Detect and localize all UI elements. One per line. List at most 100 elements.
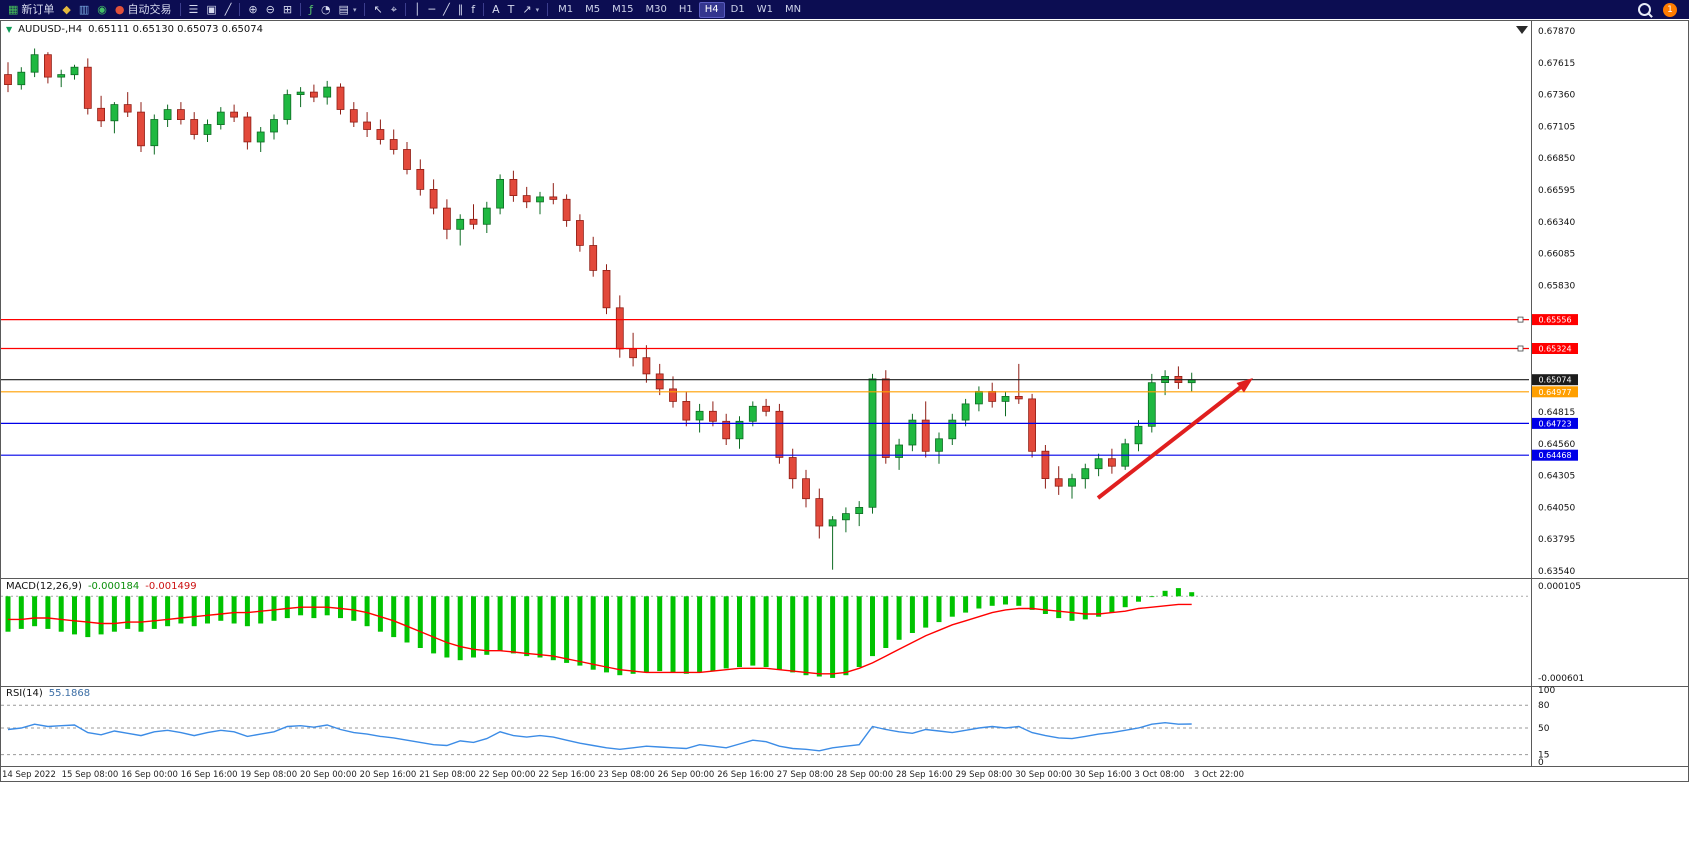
price-axis-label: 0.67360 bbox=[1538, 91, 1575, 101]
timeframe-w1-button[interactable]: W1 bbox=[751, 2, 779, 18]
candle-body bbox=[815, 498, 824, 527]
indicators-button[interactable]: ƒ bbox=[305, 1, 317, 18]
macd-bar bbox=[324, 596, 330, 616]
zoom-out-button[interactable]: ⊖ bbox=[262, 1, 279, 18]
macd-bar bbox=[976, 596, 982, 609]
macd-bar bbox=[258, 596, 264, 624]
macd-bar bbox=[178, 596, 184, 624]
time-axis-label: 20 Sep 16:00 bbox=[360, 770, 417, 780]
timeframe-h1-label: H1 bbox=[678, 3, 693, 15]
text-label-button[interactable]: T bbox=[504, 1, 519, 18]
macd-bar bbox=[710, 596, 716, 672]
timeframe-m15-button[interactable]: M15 bbox=[606, 2, 639, 18]
candlestick-chart-button[interactable]: ▣ bbox=[202, 1, 220, 18]
crosshair-button[interactable]: ⌖ bbox=[387, 1, 401, 18]
candle-body bbox=[881, 378, 890, 458]
macd-bar bbox=[657, 596, 663, 672]
candle-body bbox=[482, 207, 491, 225]
time-axis-label: 14 Sep 2022 bbox=[2, 770, 56, 780]
macd-bar bbox=[763, 596, 769, 667]
time-axis-label: 3 Oct 22:00 bbox=[1194, 770, 1244, 780]
candle-body bbox=[775, 410, 784, 458]
cursor-button[interactable]: ↖ bbox=[369, 1, 386, 18]
rsi-line bbox=[7, 721, 1192, 752]
channel-icon: ∥ bbox=[457, 3, 464, 16]
macd-bar bbox=[497, 596, 503, 651]
zoom-in-button[interactable]: ⊕ bbox=[244, 1, 261, 18]
channel-button[interactable]: ∥ bbox=[454, 1, 468, 18]
candle-body bbox=[1054, 478, 1063, 487]
macd-bar bbox=[510, 596, 516, 654]
candle-body bbox=[270, 119, 278, 133]
auto-trading-button[interactable]: ● 自动交易 bbox=[111, 1, 176, 18]
candle-body bbox=[349, 109, 358, 123]
candle-body bbox=[336, 86, 345, 110]
timeframe-h4-button[interactable]: H4 bbox=[698, 1, 725, 18]
macd-bar bbox=[1175, 588, 1181, 597]
timeframe-m1-button[interactable]: M1 bbox=[552, 2, 579, 18]
macd-bar bbox=[404, 596, 410, 643]
level-handle[interactable] bbox=[1517, 345, 1524, 352]
data-window-button[interactable]: ▥ bbox=[75, 1, 93, 18]
timeframe-d1-button[interactable]: D1 bbox=[725, 2, 751, 18]
time-axis-label: 21 Sep 08:00 bbox=[419, 770, 476, 780]
horizontal-line-button[interactable]: ─ bbox=[425, 1, 440, 18]
candle-body bbox=[4, 74, 12, 85]
search-icon[interactable] bbox=[1638, 3, 1651, 16]
signals-icon: ◉ bbox=[97, 3, 107, 16]
price-axis-label: 0.66085 bbox=[1538, 250, 1575, 260]
candle-body bbox=[243, 116, 252, 143]
vertical-line-button[interactable]: │ bbox=[410, 1, 425, 18]
text-button[interactable]: A bbox=[488, 1, 504, 18]
candle-body bbox=[536, 196, 544, 203]
auto-trading-icon: ● bbox=[114, 3, 125, 16]
arrows-icon: ↗ bbox=[522, 3, 532, 16]
macd-bar bbox=[377, 596, 383, 632]
candle-body bbox=[589, 245, 598, 271]
trendline-button[interactable]: ╱ bbox=[439, 1, 454, 18]
macd-bar bbox=[231, 596, 237, 624]
line-chart-button[interactable]: ╱ bbox=[221, 1, 236, 18]
macd-label: MACD(12,26,9) -0.000184 -0.001499 bbox=[6, 581, 197, 592]
notification-badge[interactable]: 1 bbox=[1663, 2, 1677, 17]
rsi-axis-label: 50 bbox=[1538, 724, 1550, 734]
trend-arrow[interactable] bbox=[1096, 384, 1244, 500]
caret-icon: ▾ bbox=[352, 5, 357, 14]
bar-chart-button[interactable]: ☰ bbox=[185, 1, 203, 18]
signals-button[interactable]: ◉ bbox=[93, 1, 111, 18]
rsi-value: 55.1868 bbox=[48, 688, 91, 699]
candle-body bbox=[376, 129, 385, 140]
macd-bar bbox=[564, 596, 570, 663]
candle-body bbox=[802, 478, 810, 500]
candle-body bbox=[256, 131, 265, 143]
price-axis-label: 0.67105 bbox=[1538, 122, 1575, 132]
macd-value: -0.000184 bbox=[87, 581, 140, 592]
arrows-button[interactable]: ↗ ▾ bbox=[518, 1, 543, 18]
toolbar-separator bbox=[179, 3, 181, 16]
candle-body bbox=[163, 109, 172, 120]
candle-body bbox=[150, 119, 159, 147]
market-watch-button[interactable]: ◆ bbox=[58, 1, 74, 18]
trend-arrow-head[interactable] bbox=[1236, 378, 1254, 393]
periods-button[interactable]: ◔ bbox=[317, 1, 335, 18]
timeframe-h1-button[interactable]: H1 bbox=[673, 2, 699, 18]
new-order-button[interactable]: ▦ 新订单 bbox=[4, 1, 58, 18]
time-axis-label: 30 Sep 16:00 bbox=[1075, 770, 1132, 780]
macd-bar bbox=[1189, 592, 1195, 597]
fibonacci-button[interactable]: f bbox=[467, 1, 479, 18]
candle-body bbox=[176, 109, 185, 120]
timeframe-m30-button[interactable]: M30 bbox=[640, 2, 673, 18]
templates-button[interactable]: ▤ ▾ bbox=[335, 1, 361, 18]
time-axis-label: 23 Sep 08:00 bbox=[598, 770, 655, 780]
candle-body bbox=[828, 519, 837, 527]
tile-windows-button[interactable]: ⊞ bbox=[279, 1, 296, 18]
candle-body bbox=[735, 420, 744, 440]
templates-icon: ▤ bbox=[338, 3, 349, 16]
level-handle[interactable] bbox=[1517, 316, 1524, 323]
vertical-line-icon: │ bbox=[413, 3, 421, 16]
chart-shift-marker[interactable] bbox=[1516, 26, 1528, 34]
timeframe-mn-button[interactable]: MN bbox=[779, 2, 807, 18]
macd-bar bbox=[1016, 596, 1022, 606]
time-axis-label: 15 Sep 08:00 bbox=[62, 770, 119, 780]
timeframe-m5-button[interactable]: M5 bbox=[579, 2, 606, 18]
